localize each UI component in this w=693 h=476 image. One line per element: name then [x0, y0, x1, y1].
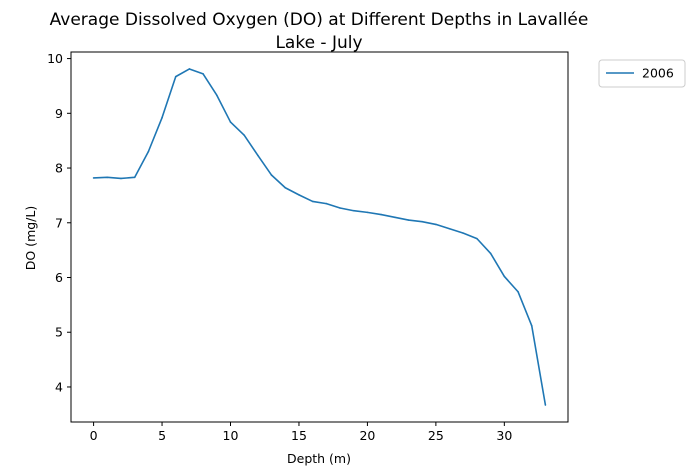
chart-title: Average Dissolved Oxygen (DO) at Differe… — [50, 10, 589, 53]
data-point — [489, 252, 492, 255]
data-point — [92, 177, 95, 179]
chart-title-line-1: Average Dissolved Oxygen (DO) at Differe… — [50, 10, 589, 30]
data-point — [120, 177, 122, 180]
data-point — [133, 176, 136, 179]
data-point — [352, 209, 355, 212]
data-point — [174, 75, 177, 78]
y-tick-label: 7 — [55, 215, 63, 230]
data-point — [544, 404, 547, 406]
x-tick-label: 30 — [496, 428, 512, 443]
y-tick-label: 9 — [55, 106, 63, 121]
series-line-2006 — [93, 68, 547, 406]
data-point — [161, 116, 163, 119]
x-axis: 0 5 10 15 20 25 30 — [90, 422, 512, 443]
legend-label-2006: 2006 — [642, 66, 674, 81]
data-point — [257, 154, 259, 157]
data-point — [530, 324, 533, 327]
data-point — [188, 68, 191, 70]
plot-area — [70, 51, 569, 423]
data-point — [147, 150, 150, 153]
data-point — [284, 186, 287, 189]
data-point — [448, 227, 451, 230]
y-tick-label: 5 — [55, 325, 63, 340]
y-axis: 4 5 6 7 8 9 10 — [47, 51, 71, 394]
data-point — [270, 174, 273, 176]
data-point — [462, 232, 465, 234]
data-point — [229, 121, 232, 123]
data-point — [216, 94, 218, 97]
x-axis-label: Depth (m) — [287, 451, 351, 466]
data-point — [407, 219, 410, 221]
data-point — [202, 73, 204, 75]
data-point — [435, 223, 437, 226]
data-point — [243, 134, 245, 136]
y-tick-label: 4 — [55, 379, 63, 394]
legend: 2006 — [598, 59, 686, 88]
data-point — [503, 275, 506, 278]
x-tick-label: 25 — [428, 428, 444, 443]
x-tick-label: 20 — [359, 428, 375, 443]
y-tick-label: 10 — [47, 51, 63, 66]
y-tick-label: 8 — [55, 161, 63, 176]
y-axis-label: DO (mg/L) — [23, 206, 38, 270]
data-point — [394, 216, 396, 219]
data-point — [106, 176, 109, 179]
series-layer — [92, 68, 547, 406]
data-point — [476, 237, 478, 240]
chart-title-line-2: Lake - July — [275, 33, 362, 53]
data-point — [339, 207, 341, 209]
x-tick-label: 0 — [90, 428, 98, 443]
data-point — [311, 200, 314, 203]
x-tick-label: 5 — [158, 428, 166, 443]
data-point — [325, 202, 328, 205]
data-point — [298, 194, 300, 196]
x-tick-label: 15 — [291, 428, 307, 443]
legend-box — [598, 59, 686, 88]
data-point — [366, 211, 369, 214]
data-point — [517, 290, 519, 293]
data-point — [421, 220, 423, 223]
x-tick-label: 10 — [223, 428, 239, 443]
data-point — [380, 213, 382, 216]
y-tick-label: 6 — [55, 270, 63, 285]
